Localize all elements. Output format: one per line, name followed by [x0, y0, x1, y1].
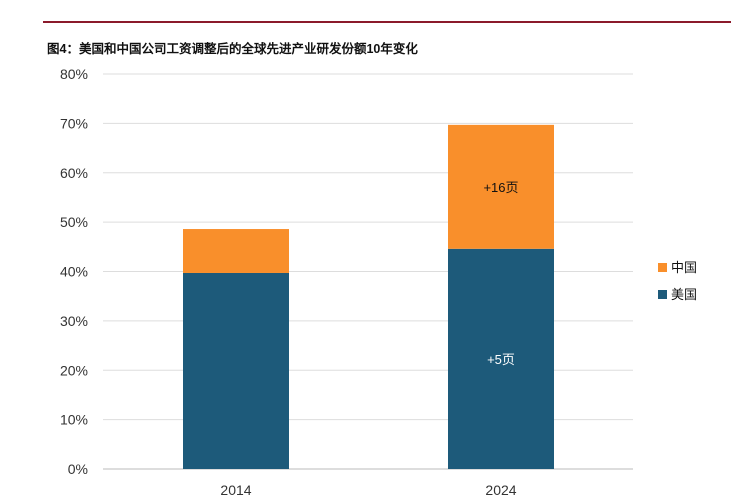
y-tick-label: 60%	[60, 165, 88, 181]
legend-label: 中国	[671, 260, 697, 275]
bar-2024-美国	[448, 248, 554, 469]
data-label: +5页	[487, 352, 515, 367]
y-tick-label: 20%	[60, 362, 88, 378]
bar-2024-中国	[448, 124, 554, 249]
x-tick-label: 2014	[220, 482, 251, 498]
legend-swatch	[658, 263, 667, 272]
legend-label: 美国	[671, 287, 697, 302]
bar-2014-美国	[183, 272, 289, 469]
y-tick-label: 10%	[60, 412, 88, 428]
y-tick-label: 0%	[68, 461, 88, 477]
x-tick-label: 2024	[485, 482, 516, 498]
y-tick-label: 50%	[60, 214, 88, 230]
chart-title: 图4：美国和中国公司工资调整后的全球先进产业研发份额10年变化	[47, 42, 418, 56]
header-rule	[43, 21, 731, 23]
legend-swatch	[658, 290, 667, 299]
y-tick-label: 40%	[60, 264, 88, 280]
bar-2014-中国	[183, 229, 289, 273]
y-tick-label: 30%	[60, 313, 88, 329]
data-label: +16页	[483, 180, 518, 195]
y-tick-label: 80%	[60, 66, 88, 82]
y-tick-label: 70%	[60, 115, 88, 131]
